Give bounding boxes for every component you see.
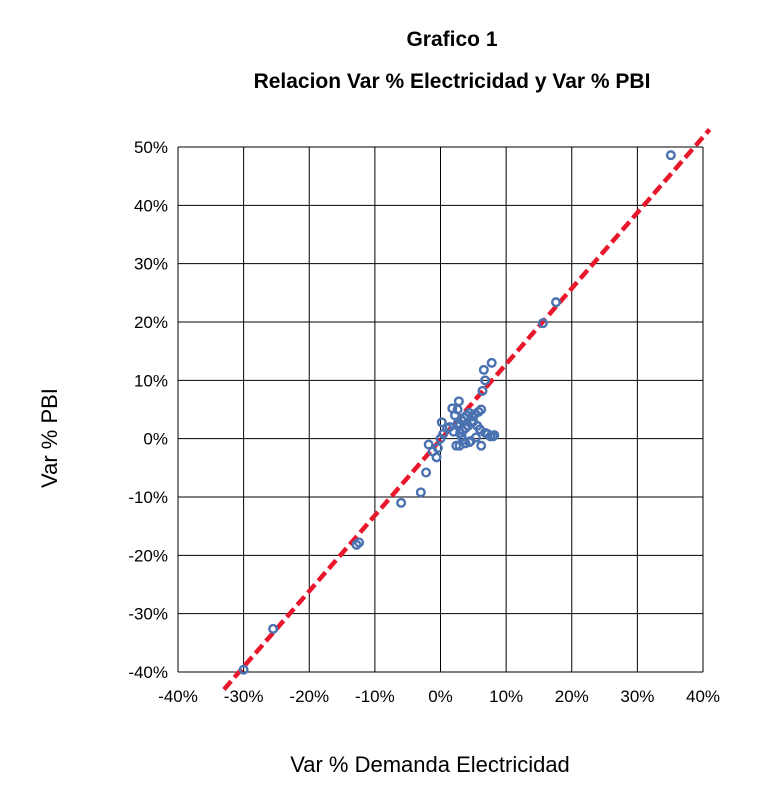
data-point <box>486 357 497 368</box>
x-tick-label: 0% <box>428 687 453 706</box>
x-tick-label: -20% <box>289 687 329 706</box>
data-point <box>453 396 464 407</box>
x-tick-label: 30% <box>620 687 654 706</box>
data-point <box>447 403 458 414</box>
data-point <box>489 430 500 441</box>
data-point <box>477 385 488 396</box>
x-tick-label: 40% <box>686 687 720 706</box>
tick-labels: -40% -30% -20% -10% 0% 10% 20% 30% 40% -40% -30% -2… <box>128 138 720 706</box>
data-point <box>456 431 467 442</box>
y-tick-label: -30% <box>128 605 168 624</box>
data-point <box>464 437 475 448</box>
data-point <box>351 539 362 550</box>
y-tick-label: 50% <box>134 138 168 157</box>
data-point <box>476 440 487 451</box>
x-tick-label: 10% <box>489 687 523 706</box>
data-point <box>470 432 481 443</box>
data-point <box>551 297 562 308</box>
y-tick-label: 10% <box>134 371 168 390</box>
data-point <box>423 439 434 450</box>
y-tick-label: 0% <box>143 430 168 449</box>
data-points <box>238 150 676 675</box>
x-tick-label: -10% <box>355 687 395 706</box>
data-point <box>467 417 478 428</box>
y-tick-label: 40% <box>134 196 168 215</box>
chart-title-line-1: Grafico 1 <box>406 28 498 51</box>
data-point <box>480 375 491 386</box>
data-point <box>268 623 279 634</box>
data-point <box>665 150 676 161</box>
chart-title-line-2: Relacion Var % Electricidad y Var % PBI <box>253 70 651 93</box>
x-tick-label: -40% <box>158 687 198 706</box>
y-tick-label: -40% <box>128 663 168 682</box>
x-axis-label: Var % Demanda Electricidad <box>290 752 570 777</box>
grid <box>177 146 704 673</box>
y-axis-label: Var % PBI <box>37 388 62 488</box>
data-point <box>451 440 462 451</box>
data-point <box>421 467 432 478</box>
data-point <box>415 487 426 498</box>
y-tick-label: 30% <box>134 255 168 274</box>
data-point <box>448 426 459 437</box>
y-tick-label: -20% <box>128 546 168 565</box>
data-point <box>478 364 489 375</box>
x-tick-label: -30% <box>224 687 264 706</box>
y-tick-label: -10% <box>128 488 168 507</box>
data-point <box>537 318 548 329</box>
data-point <box>435 433 446 444</box>
x-tick-label: 20% <box>555 687 589 706</box>
data-point <box>427 446 438 457</box>
data-point <box>436 417 447 428</box>
data-point <box>238 664 249 675</box>
data-point <box>455 419 466 430</box>
data-point <box>396 497 407 508</box>
y-tick-label: 20% <box>134 313 168 332</box>
